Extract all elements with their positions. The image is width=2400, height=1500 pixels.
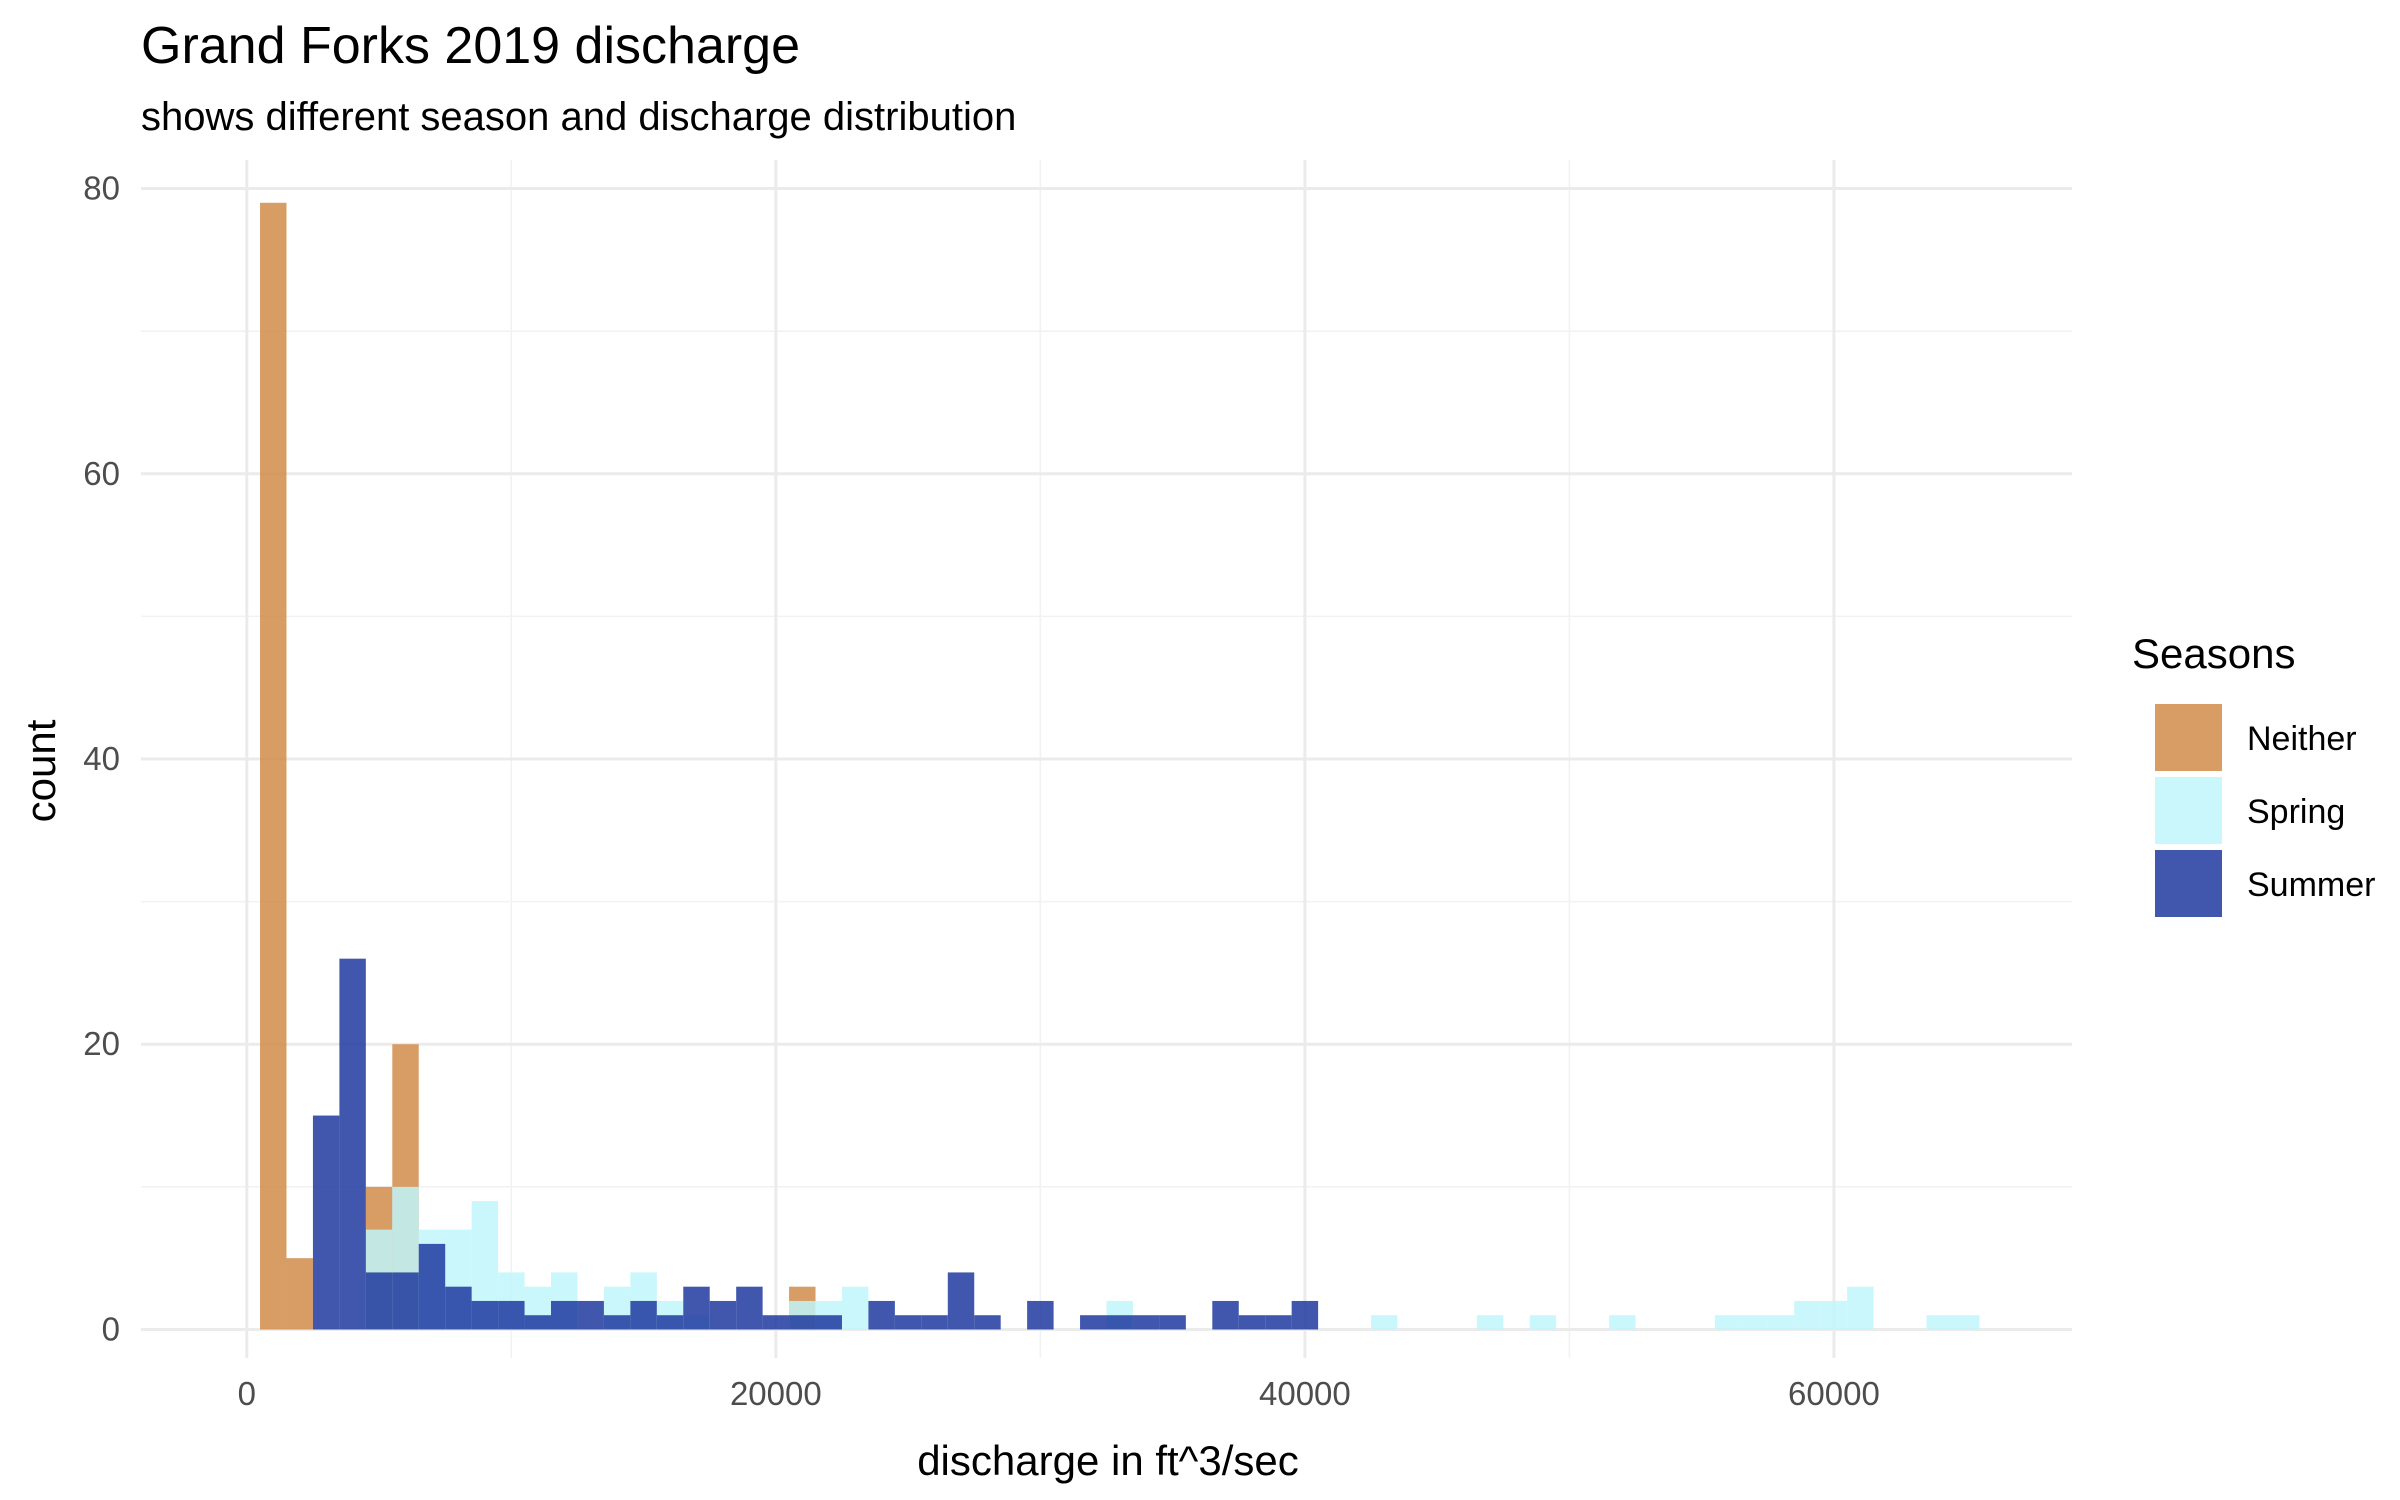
bar-spring — [1767, 1315, 1795, 1330]
bar-summer — [1291, 1300, 1319, 1330]
x-axis-title: discharge in ft^3/sec — [917, 1437, 1299, 1484]
bar-summer — [974, 1315, 1001, 1330]
y-tick-label: 80 — [83, 170, 120, 207]
axis-ticks: 0 20000 40000 60000 0 20 40 60 80 — [83, 170, 1880, 1412]
histogram-bars — [260, 202, 1980, 1330]
bar-spring — [1371, 1315, 1398, 1330]
bar-spring — [1926, 1315, 1953, 1330]
legend-label-neither: Neither — [2247, 720, 2357, 758]
x-tick-label: 20000 — [730, 1375, 822, 1412]
legend-label-summer: Summer — [2247, 866, 2375, 904]
bar-summer — [418, 1243, 446, 1330]
bar-summer — [736, 1286, 763, 1330]
bar-summer — [603, 1315, 631, 1330]
bar-spring — [1820, 1300, 1848, 1330]
legend-key-neither — [2155, 704, 2222, 771]
bar-spring — [1476, 1315, 1504, 1330]
bar-summer — [312, 1115, 340, 1330]
bar-summer — [947, 1272, 975, 1330]
x-tick-label: 0 — [238, 1375, 256, 1412]
bar-summer — [815, 1315, 842, 1330]
bar-summer — [1265, 1315, 1292, 1330]
legend-label-spring: Spring — [2247, 793, 2345, 831]
chart-title: Grand Forks 2019 discharge — [141, 17, 800, 75]
y-axis-title: count — [17, 719, 64, 822]
bar-summer — [1106, 1315, 1133, 1330]
bar-spring — [1714, 1315, 1742, 1330]
bar-summer — [524, 1315, 552, 1330]
bar-spring — [1529, 1315, 1557, 1330]
y-tick-label: 0 — [102, 1310, 120, 1347]
bar-summer — [709, 1300, 737, 1330]
bar-summer — [656, 1315, 684, 1330]
bar-summer — [339, 958, 366, 1330]
bar-summer — [762, 1315, 790, 1330]
bar-summer — [921, 1315, 948, 1330]
bar-summer — [1212, 1300, 1239, 1330]
bar-summer — [868, 1300, 895, 1330]
bar-summer — [471, 1300, 499, 1330]
chart-subtitle: shows different season and discharge dis… — [141, 95, 1016, 139]
bar-neither — [260, 202, 287, 1330]
bar-spring — [1847, 1286, 1874, 1330]
legend-title: Seasons — [2132, 630, 2295, 677]
bar-spring — [1952, 1315, 1980, 1330]
bar-spring — [841, 1286, 869, 1330]
bar-spring — [1794, 1300, 1821, 1330]
bar-spring — [1609, 1315, 1636, 1330]
bar-summer — [445, 1286, 472, 1330]
y-tick-label: 40 — [83, 740, 120, 777]
bar-summer — [392, 1272, 419, 1330]
x-tick-label: 60000 — [1788, 1375, 1880, 1412]
legend-key-summer — [2155, 850, 2222, 917]
bar-summer — [630, 1300, 657, 1330]
bar-spring — [1741, 1315, 1768, 1330]
bar-summer — [894, 1315, 922, 1330]
plot-grid — [141, 160, 2072, 1358]
bar-summer — [1159, 1315, 1186, 1330]
x-tick-label: 40000 — [1259, 1375, 1351, 1412]
bar-summer — [1132, 1315, 1160, 1330]
bar-summer — [1027, 1300, 1054, 1330]
bar-summer — [498, 1300, 525, 1330]
bar-summer — [683, 1286, 710, 1330]
bar-summer — [551, 1300, 578, 1330]
bar-summer — [789, 1315, 816, 1330]
legend: Seasons Neither Spring Summer — [2132, 630, 2375, 917]
y-tick-label: 20 — [83, 1025, 120, 1062]
y-tick-label: 60 — [83, 455, 120, 492]
bar-summer — [1238, 1315, 1266, 1330]
bar-summer — [577, 1300, 604, 1330]
bar-summer — [1080, 1315, 1107, 1330]
legend-key-spring — [2155, 777, 2222, 844]
bar-neither — [286, 1258, 313, 1330]
bar-summer — [365, 1272, 393, 1330]
